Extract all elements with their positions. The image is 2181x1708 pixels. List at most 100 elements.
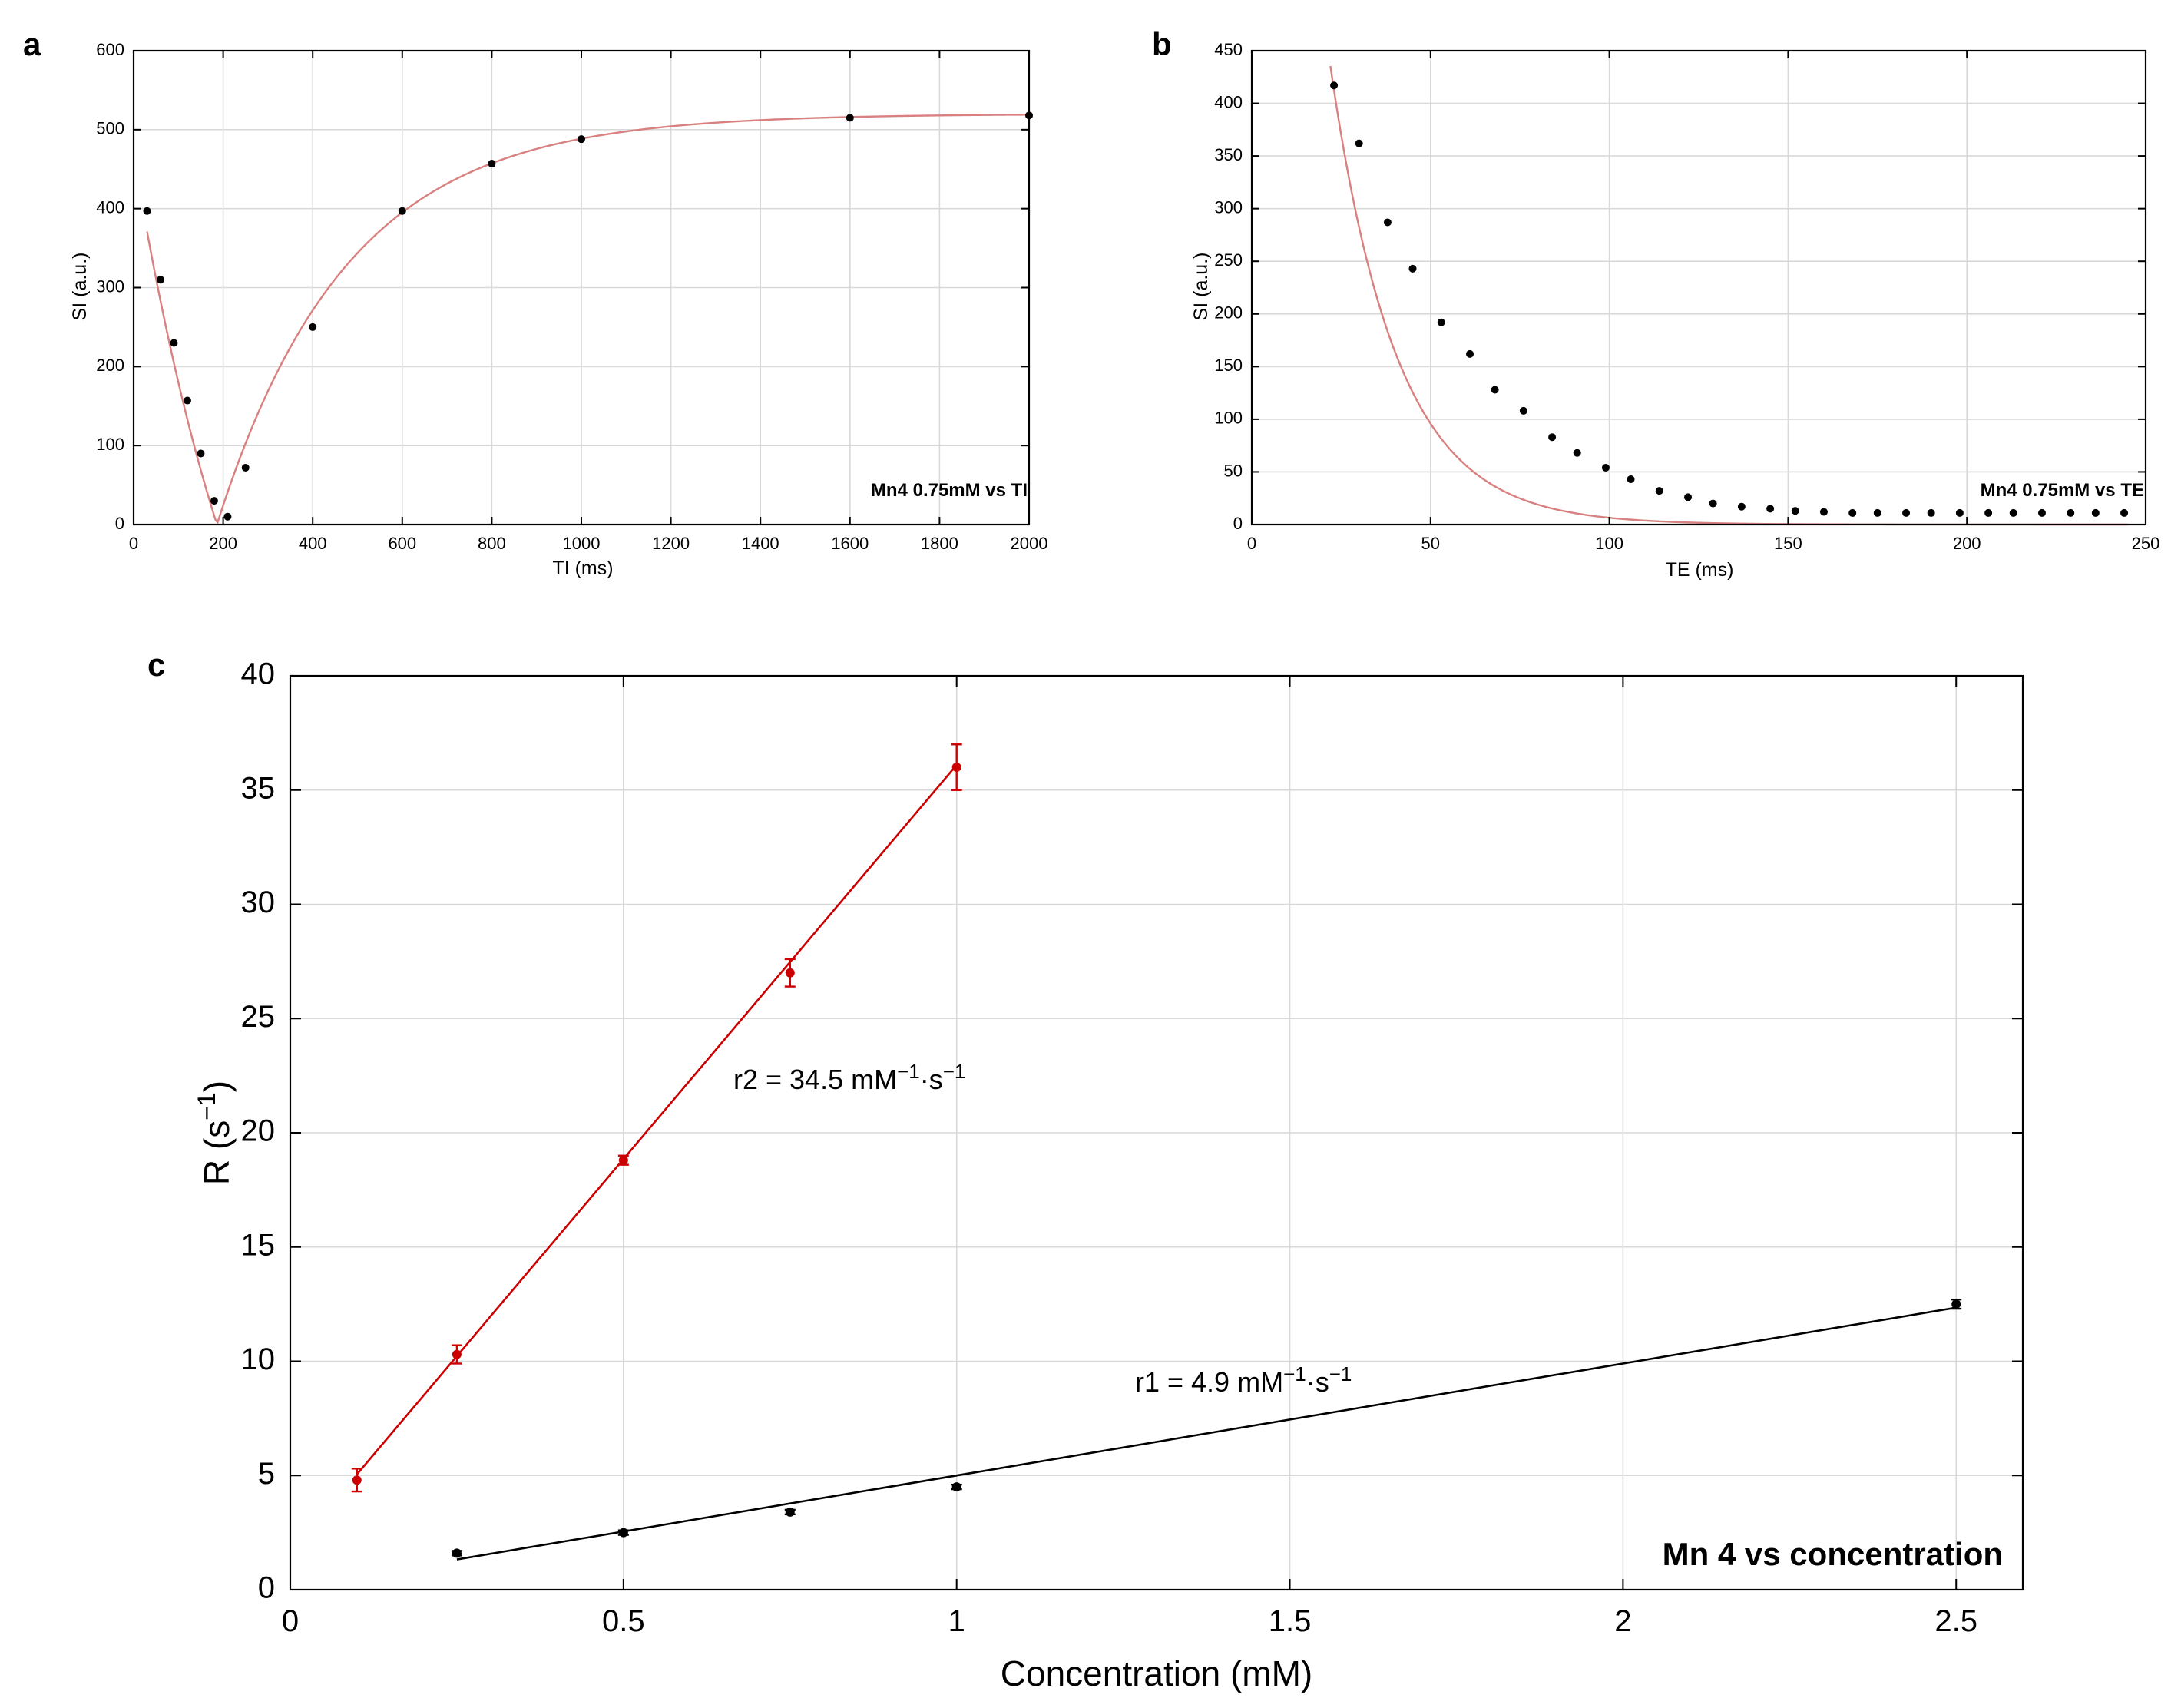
x-tick-label: 200	[209, 534, 237, 553]
x-tick-label: 1800	[921, 534, 958, 553]
panel-b-chart: b 0 50 100 150 200 250 0 50 100 150 200 250 300 350 40…	[1152, 26, 2159, 581]
data-point-b	[1437, 318, 1445, 326]
x-tick-label: 1200	[652, 534, 690, 553]
data-point-b	[1573, 449, 1581, 457]
x-tick-label: 1.5	[1269, 1604, 1312, 1638]
data-point-b	[2037, 508, 2046, 517]
data-point-r2	[352, 1475, 362, 1485]
y-tick-label: 15	[241, 1228, 276, 1262]
plot-frame-a	[132, 49, 1031, 526]
panel-label-a: a	[23, 26, 41, 62]
data-point-b	[1819, 508, 1828, 516]
plot-frame-c	[289, 674, 2024, 1591]
y-tick-label: 500	[96, 119, 124, 138]
x-tick-label: 2000	[1011, 534, 1048, 553]
y-tick-label: 350	[1214, 145, 1243, 164]
data-point-a	[488, 160, 496, 168]
data-point-r1	[452, 1548, 462, 1558]
fit-line-r2	[356, 764, 958, 1475]
data-point-b	[1684, 493, 1693, 501]
x-tick-label: 250	[2132, 534, 2160, 553]
data-point-a	[846, 114, 854, 122]
y-tick-label: 200	[96, 356, 124, 375]
data-point-b	[1548, 433, 1557, 442]
y-tick-label: 5	[258, 1457, 275, 1491]
data-point-a	[223, 512, 232, 521]
annotation-b: Mn4 0.75mM vs TE	[1981, 480, 2144, 501]
x-tick-label: 600	[388, 534, 416, 553]
panel-a-chart: a 0 200 400 600 800 1000 1200 1400 1600 1800 2000 0…	[23, 26, 1047, 579]
data-point-b	[1902, 508, 1911, 517]
y-tick-label: 50	[1224, 461, 1243, 480]
data-point-b	[2120, 508, 2129, 517]
data-point-r2	[951, 763, 961, 772]
data-point-b	[1791, 507, 1799, 515]
data-point-b	[1491, 386, 1499, 394]
y-tick-label: 0	[1233, 514, 1243, 533]
y-tick-label: 0	[115, 514, 124, 533]
y-tick-label: 200	[1214, 303, 1243, 323]
x-tick-label: 100	[1595, 534, 1623, 553]
x-tick-label: 1	[948, 1604, 965, 1638]
x-axis-label-c: Concentration (mM)	[1001, 1653, 1312, 1693]
data-point-a	[210, 497, 218, 505]
data-point-b	[1955, 508, 1964, 517]
data-point-b	[1466, 349, 1474, 358]
y-tick-label: 35	[241, 771, 276, 805]
data-point-b	[1737, 502, 1746, 511]
data-point-b	[1927, 508, 1935, 517]
data-point-r1	[951, 1482, 961, 1492]
data-point-b	[1984, 508, 1993, 517]
x-tick-label: 0	[129, 534, 138, 553]
fit-line-r1	[456, 1306, 1957, 1561]
data-point-r1	[618, 1528, 628, 1538]
y-tick-label: 400	[1214, 92, 1243, 111]
plot-frame-b	[1250, 49, 2147, 526]
y-axis-label-c: R (s−1)	[193, 1081, 237, 1185]
data-point-b	[1709, 499, 1717, 508]
data-point-a	[197, 449, 205, 458]
x-tick-label: 200	[1953, 534, 1981, 553]
slope-label-r2: r2 = 34.5 mM−1·s−1	[733, 1060, 965, 1095]
y-tick-label: 150	[1214, 356, 1243, 375]
y-tick-label: 400	[96, 197, 124, 217]
x-tick-label: 2.5	[1934, 1604, 1977, 1638]
annotation-a: Mn4 0.75mM vs TI	[871, 480, 1028, 501]
panel-c-chart: c 0 0.5 1 1.5 2 2.5 0 5 10 15 20 25 30 35 40 Mn 4 vs c…	[147, 647, 2024, 1693]
fit-curve-a	[146, 114, 1030, 525]
data-point-b	[1766, 505, 1775, 513]
x-tick-label: 1000	[563, 534, 601, 553]
data-point-r2	[618, 1155, 628, 1165]
data-point-r1	[785, 1507, 795, 1517]
data-point-b	[1330, 81, 1339, 90]
y-tick-label: 25	[241, 1000, 276, 1034]
x-tick-label: 0.5	[602, 1604, 645, 1638]
data-point-b	[2009, 508, 2017, 517]
x-tick-label: 1600	[831, 534, 869, 553]
x-tick-label: 150	[1774, 534, 1802, 553]
data-point-b	[1355, 139, 1363, 147]
data-point-a	[143, 207, 151, 215]
data-point-r2	[452, 1349, 462, 1359]
data-point-a	[241, 463, 250, 472]
y-tick-label: 10	[241, 1342, 276, 1376]
data-point-b	[1408, 264, 1417, 273]
y-tick-label: 300	[1214, 197, 1243, 217]
data-point-b	[1519, 406, 1527, 415]
panel-label-c: c	[147, 647, 165, 683]
y-tick-label: 600	[96, 40, 124, 59]
data-point-b	[1601, 463, 1610, 472]
data-point-a	[578, 135, 585, 144]
x-tick-label: 0	[282, 1604, 299, 1638]
data-point-a	[170, 339, 178, 347]
slope-label-r1: r1 = 4.9 mM−1·s−1	[1135, 1362, 1352, 1398]
x-tick-label: 0	[1247, 534, 1256, 553]
data-point-a	[156, 276, 164, 284]
y-tick-label: 40	[241, 657, 276, 691]
data-point-b	[2091, 508, 2100, 517]
y-tick-label: 20	[241, 1114, 276, 1148]
data-point-b	[1627, 475, 1635, 484]
annotation-c: Mn 4 vs concentration	[1663, 1536, 2003, 1572]
panel-label-b: b	[1152, 26, 1172, 62]
